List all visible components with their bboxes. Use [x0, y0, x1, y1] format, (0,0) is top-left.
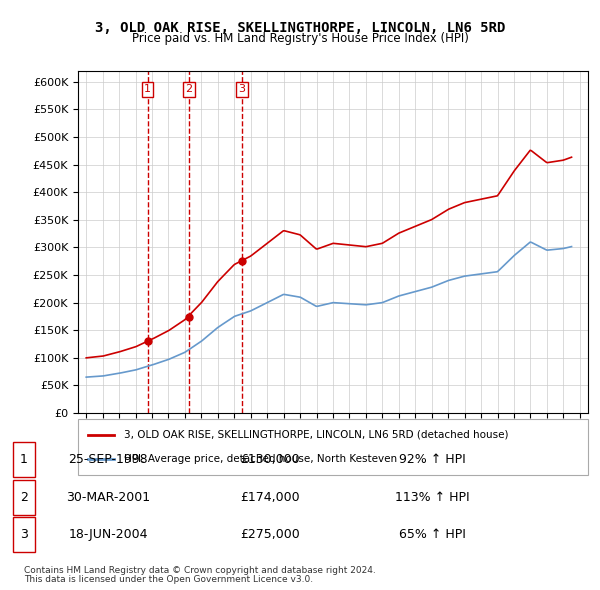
Text: £130,000: £130,000: [240, 453, 300, 466]
Text: 3: 3: [20, 528, 28, 542]
Text: 2: 2: [20, 491, 28, 504]
Text: 25-SEP-1998: 25-SEP-1998: [68, 453, 148, 466]
Text: This data is licensed under the Open Government Licence v3.0.: This data is licensed under the Open Gov…: [24, 575, 313, 584]
Text: 92% ↑ HPI: 92% ↑ HPI: [398, 453, 466, 466]
Text: 1: 1: [144, 84, 151, 94]
Text: 113% ↑ HPI: 113% ↑ HPI: [395, 491, 469, 504]
Text: 30-MAR-2001: 30-MAR-2001: [66, 491, 150, 504]
Text: 3, OLD OAK RISE, SKELLINGTHORPE, LINCOLN, LN6 5RD (detached house): 3, OLD OAK RISE, SKELLINGTHORPE, LINCOLN…: [124, 430, 508, 440]
Text: HPI: Average price, detached house, North Kesteven: HPI: Average price, detached house, Nort…: [124, 454, 397, 464]
Bar: [13, 517, 35, 552]
Text: 2: 2: [185, 84, 193, 94]
Bar: [13, 442, 35, 477]
Text: Price paid vs. HM Land Registry's House Price Index (HPI): Price paid vs. HM Land Registry's House …: [131, 32, 469, 45]
Text: 1: 1: [20, 453, 28, 466]
Text: Contains HM Land Registry data © Crown copyright and database right 2024.: Contains HM Land Registry data © Crown c…: [24, 566, 376, 575]
Text: £275,000: £275,000: [240, 528, 300, 542]
Bar: [13, 480, 35, 514]
Text: 18-JUN-2004: 18-JUN-2004: [68, 528, 148, 542]
Text: £174,000: £174,000: [240, 491, 300, 504]
Text: 3, OLD OAK RISE, SKELLINGTHORPE, LINCOLN, LN6 5RD: 3, OLD OAK RISE, SKELLINGTHORPE, LINCOLN…: [95, 21, 505, 35]
Text: 65% ↑ HPI: 65% ↑ HPI: [398, 528, 466, 542]
Text: 3: 3: [238, 84, 245, 94]
